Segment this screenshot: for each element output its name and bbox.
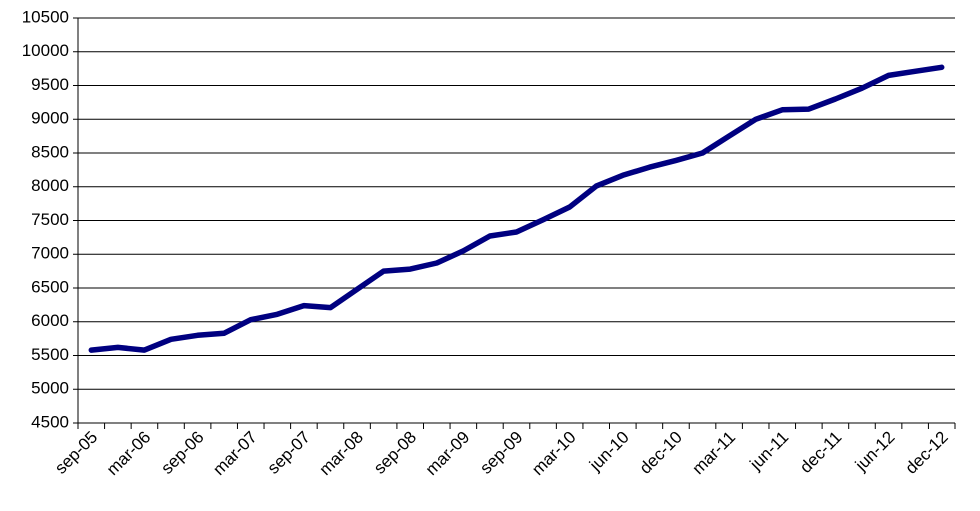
x-tick-label: mar-10 xyxy=(528,428,580,480)
x-tick-label: sep-06 xyxy=(157,428,207,478)
x-tick-label: jun-10 xyxy=(585,428,633,476)
x-tick-label: dec-12 xyxy=(902,428,952,478)
y-tick-label: 5000 xyxy=(31,379,69,398)
line-series xyxy=(88,64,945,353)
y-tick-label: 8500 xyxy=(31,142,69,161)
x-tick-label: mar-09 xyxy=(422,428,474,480)
x-tick-label: sep-08 xyxy=(370,428,420,478)
x-tick-label: sep-09 xyxy=(476,428,526,478)
y-tick-label: 6000 xyxy=(31,311,69,330)
y-tick-label: 7000 xyxy=(31,244,69,263)
y-tick-label: 8000 xyxy=(31,176,69,195)
y-tick-label: 5500 xyxy=(31,345,69,364)
y-tick-label: 9000 xyxy=(31,109,69,128)
x-tick-label: dec-10 xyxy=(636,428,686,478)
x-tick-label: dec-11 xyxy=(796,428,845,477)
y-tick-label: 9500 xyxy=(31,75,69,94)
y-tick-label: 10500 xyxy=(22,7,69,26)
y-tick-label: 10000 xyxy=(22,41,69,60)
y-tick-label: 4500 xyxy=(31,412,69,431)
x-tick-label: sep-05 xyxy=(51,428,101,478)
x-tick-label: mar-08 xyxy=(316,428,368,480)
x-tick-label: sep-07 xyxy=(264,428,314,478)
x-tick-label: mar-11 xyxy=(688,428,739,479)
x-tick-label: mar-07 xyxy=(209,428,261,480)
x-tick-label: mar-06 xyxy=(103,428,155,480)
x-tick-label: jun-11 xyxy=(746,428,793,475)
x-tick-label: jun-12 xyxy=(851,428,899,476)
y-tick-label: 6500 xyxy=(31,277,69,296)
y-tick-label: 7500 xyxy=(31,210,69,229)
